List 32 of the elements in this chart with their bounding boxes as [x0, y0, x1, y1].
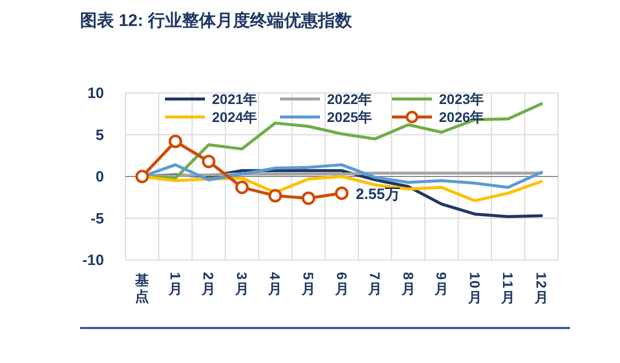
x-tick-label: 3月	[234, 272, 250, 296]
point	[235, 180, 249, 194]
x-tick-label: 10月	[466, 272, 483, 305]
point	[202, 154, 216, 168]
y-tick-label: 0	[96, 168, 104, 186]
x-tick-label: 基点	[134, 272, 150, 304]
x-tick-label: 9月	[434, 272, 450, 296]
y-tick-label: -5	[90, 210, 104, 228]
x-tick-label: 11月	[500, 272, 516, 305]
legend-label: 2023年	[439, 91, 484, 107]
point	[168, 134, 182, 148]
x-tick-label: 7月	[367, 272, 384, 296]
x-tick-label: 12月	[533, 272, 550, 305]
y-tick-label: 10	[87, 85, 104, 102]
x-tick-label: 1月	[167, 272, 184, 296]
legend-label: 2025年	[327, 109, 372, 125]
y-tick-label: 5	[96, 126, 104, 144]
point	[135, 170, 149, 184]
legend-label: 2022年	[327, 91, 372, 107]
y-tick-label: -10	[82, 252, 104, 269]
x-tick-label: 5月	[300, 272, 316, 296]
point	[302, 191, 316, 205]
point	[335, 186, 348, 200]
x-tick-label: 2月	[200, 272, 217, 296]
legend-label: 2024年	[212, 109, 258, 125]
x-tick-label: 6月	[334, 272, 350, 296]
x-tick-label: 4月	[267, 272, 284, 296]
legend-label: 2021年	[212, 91, 258, 107]
x-tick-label: 8月	[400, 272, 416, 296]
annotation: 2.55万	[356, 186, 400, 204]
point	[268, 188, 282, 202]
chart-title: 图表 12: 行业整体月度终端优惠指数	[80, 11, 354, 30]
